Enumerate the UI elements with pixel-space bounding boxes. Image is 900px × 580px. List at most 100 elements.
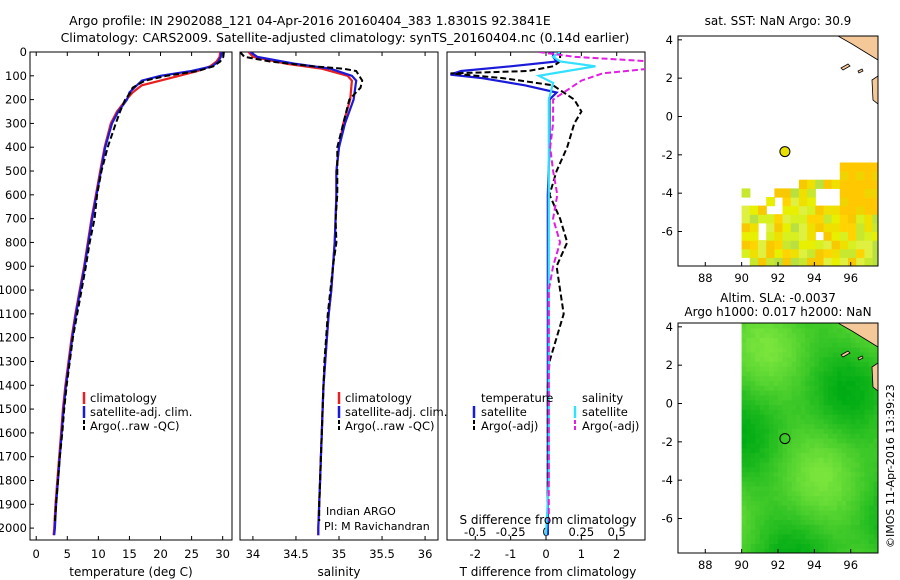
sla-cell (837, 471, 843, 477)
sla-cell (864, 471, 870, 477)
sla-cell (791, 452, 797, 458)
sla-cell (859, 442, 865, 449)
sla-cell (818, 471, 824, 477)
map-x-tick-label: 90 (734, 558, 749, 572)
temperature-x-axis: 0 5 10 15 20 25 30 (33, 52, 230, 561)
sla-cell (796, 442, 802, 449)
sla-cell (755, 490, 761, 497)
sla-cell (873, 347, 878, 353)
sla-cell (750, 505, 756, 511)
sla-cell (846, 481, 852, 487)
sla-cell (828, 323, 834, 329)
sla-cell (778, 428, 784, 434)
sla-cell (837, 380, 843, 386)
sla-cell (828, 548, 834, 553)
sla-cell (778, 385, 784, 391)
sla-cell (873, 414, 878, 420)
salinity-panel: 34 34.5 35 35.5 36 salinity climatology sate… (239, 51, 447, 579)
sst-cell (872, 197, 878, 207)
sla-cell (859, 351, 865, 358)
sla-cell (818, 394, 824, 401)
sla-cell (837, 394, 843, 401)
sla-cell (796, 428, 802, 434)
sla-cell (805, 433, 811, 439)
island (857, 355, 864, 361)
sla-cell (755, 471, 761, 477)
sla-cell (759, 538, 765, 544)
sla-cell (859, 347, 865, 353)
sla-cell (773, 418, 779, 425)
sla-cell (746, 366, 752, 372)
sla-cell (755, 370, 761, 377)
sla-cell (828, 490, 834, 497)
sla-cell (773, 423, 779, 429)
sla-cell (782, 351, 788, 358)
sla-cell (741, 481, 747, 487)
sla-cell (818, 505, 824, 511)
sla-cell (823, 409, 829, 415)
x-tick-label: 15 (122, 547, 137, 561)
sla-cell (759, 385, 765, 391)
sst-cell (823, 240, 833, 250)
sla-cell (741, 404, 747, 410)
sst-cell (831, 248, 841, 258)
sla-cell (791, 471, 797, 477)
sla-cell (805, 380, 811, 386)
sla-cell (841, 462, 847, 468)
sla-cell (850, 342, 856, 348)
sla-cell (773, 509, 779, 516)
sla-cell (764, 529, 770, 535)
x-tick-label: 0 (33, 547, 40, 561)
sla-cell (828, 342, 834, 348)
sst-cell (774, 188, 784, 198)
sla-cell (773, 529, 779, 535)
sla-cell (855, 409, 861, 415)
sla-cell (759, 414, 765, 420)
sla-cell (846, 438, 852, 444)
sst-cell (839, 197, 849, 207)
legend-label-climatology: climatology (345, 391, 412, 405)
sla-cell (823, 351, 829, 358)
sla-cell (846, 519, 852, 525)
map-y-tick-label: 2 (666, 358, 673, 372)
sla-cell (764, 438, 770, 444)
sla-cell (823, 495, 829, 501)
sla-cell (741, 390, 747, 396)
sla-cell (773, 342, 779, 348)
sla-cell (846, 361, 852, 367)
sla-cell (787, 414, 793, 420)
sla-cell (755, 529, 761, 535)
map-y-tick-label: -6 (662, 512, 673, 526)
map-x-tick-label: 96 (843, 558, 858, 572)
sla-cell (809, 394, 815, 401)
sla-cell (796, 462, 802, 468)
sla-cell (873, 548, 878, 553)
sla-cell (773, 390, 779, 396)
sla-cell (750, 380, 756, 386)
sla-cell (809, 519, 815, 525)
map-y-tick-label: 4 (666, 33, 673, 47)
sla-cell (800, 423, 806, 429)
sla-cell (855, 332, 861, 338)
sla-cell (873, 390, 878, 396)
sla-cell (828, 462, 834, 468)
sst-cell (790, 197, 800, 207)
sla-cell (759, 327, 765, 334)
sla-cell (864, 481, 870, 487)
sla-cell (850, 414, 856, 420)
sla-cell (841, 514, 847, 521)
sla-cell (859, 457, 865, 463)
sla-cell (741, 366, 747, 372)
sla-cell (773, 519, 779, 525)
sla-cell (805, 509, 811, 516)
sst-cell (856, 162, 865, 172)
sla-cell (814, 399, 820, 406)
sla-cell (764, 399, 770, 406)
sla-cell (814, 327, 820, 334)
sst-cell (864, 257, 874, 266)
sla-cell (750, 500, 756, 506)
sla-cell (828, 337, 834, 343)
sla-cell (782, 505, 788, 511)
sla-cell (855, 442, 861, 449)
sla-cell (864, 533, 870, 540)
